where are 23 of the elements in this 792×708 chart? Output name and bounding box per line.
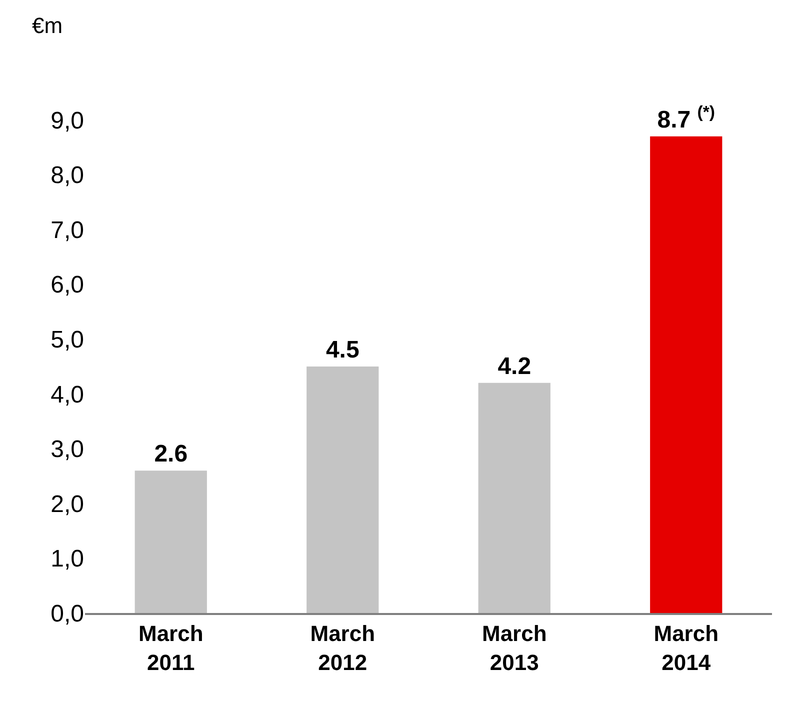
x-tick-label: March 2012 [310, 621, 376, 675]
y-tick-label: 4,0 [50, 381, 84, 408]
bar [650, 136, 722, 613]
y-tick-label: 8,0 [50, 162, 84, 190]
data-label: 8.7 $^{(*)}$ [657, 102, 715, 134]
y-axis-title: €m [32, 13, 63, 38]
y-tick-label: 7,0 [50, 216, 84, 244]
y-tick-label: 6,0 [50, 272, 84, 299]
y-tick-label: 2,0 [50, 490, 84, 518]
x-tick-label: March 2013 [482, 621, 547, 675]
data-label: 4.5 [326, 336, 360, 364]
y-tick-label: 1,0 [50, 546, 84, 573]
bar [306, 366, 379, 613]
data-label: 2.6 [154, 440, 188, 468]
bar [478, 382, 550, 613]
data-label: 4.2 [498, 352, 532, 380]
x-tick-label: March 2014 [654, 621, 719, 675]
y-tick-label: 3,0 [50, 436, 84, 464]
bar [134, 470, 207, 613]
x-tick-label: March 2011 [138, 621, 204, 675]
y-tick-label: 0,0 [50, 600, 84, 628]
y-tick-label: 5,0 [50, 326, 84, 354]
y-tick-label: 9,0 [50, 107, 84, 134]
